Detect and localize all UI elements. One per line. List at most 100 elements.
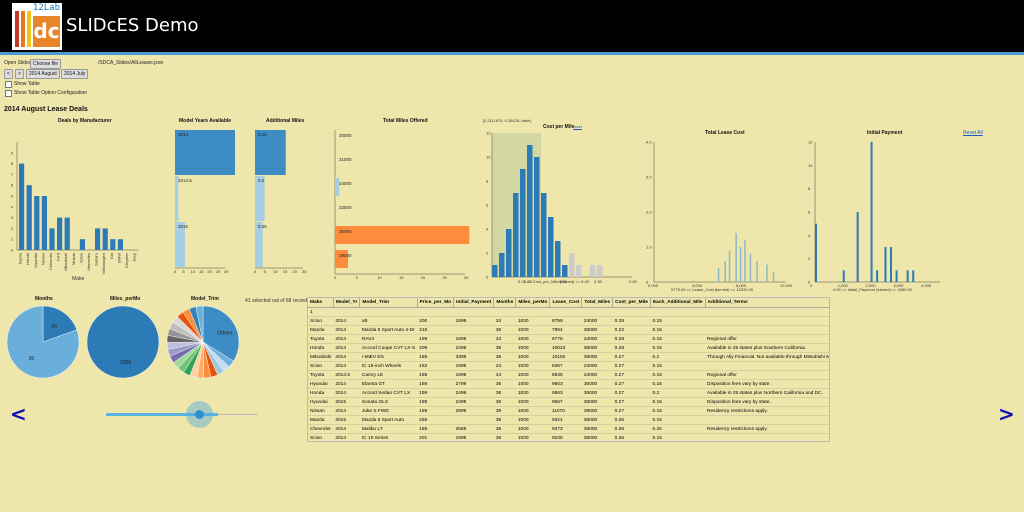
column-header-additional-terms[interactable]: Additional_Terms [705, 298, 829, 308]
x-tick-label: 0.40 [629, 279, 638, 284]
table-row[interactable]: Toyota 2014.5 Camry LE 189 1999 24 1000 6535 240… [308, 370, 829, 380]
column-header-each-additional-mile[interactable]: Each_Additional_Mile [650, 298, 706, 308]
choose-file-button[interactable]: Choose file [30, 59, 62, 69]
prev-slide-button[interactable]: < [4, 69, 13, 79]
table-row[interactable]: Mazda 2015 Mazda 6 Sport Auto 259 36 1000 9324… [308, 415, 829, 425]
table-cell: 36 [493, 379, 516, 389]
table-cell: 2014 [333, 316, 360, 326]
next-arrow-icon[interactable]: > [998, 402, 1015, 426]
model-years-chart[interactable]: 2014 2014.5 2015 0 5 10 15 20 25 30 [174, 130, 235, 274]
app-title: SLIDcES Demo [66, 15, 199, 36]
table-cell: 24 [493, 316, 516, 326]
column-header-price-per-mo[interactable]: Price_per_Mo [417, 298, 455, 308]
x-tick-label: 25 [216, 269, 221, 274]
table-row[interactable]: Nissan 2014 Juke S FWD 189 2999 39 1000 11070 39… [308, 406, 829, 416]
bar-kia [110, 239, 116, 250]
column-header-model-yr[interactable]: Model_Yr [333, 298, 361, 308]
table-row[interactable]: Mazda 2014 Mazda 5 Sport Auto 4-Dr 216 36 100… [308, 325, 829, 335]
y-tick-label: 4.0 [646, 140, 652, 145]
hist-bar [506, 229, 512, 277]
table-cell [612, 307, 651, 317]
slide-slider-handle[interactable] [186, 401, 213, 428]
miles-per-mo-pie[interactable]: 1000 [86, 305, 160, 379]
table-cell: 36000 [581, 325, 613, 335]
cost-per-mile-chart[interactable]: 0.25 0.30 0.35 0.40 0 2 4 6 8 10 12 [486, 131, 638, 285]
hist-bar [756, 261, 758, 282]
tab-2014-july[interactable]: 2014 July [61, 69, 89, 79]
next-slide-button[interactable]: > [15, 69, 24, 79]
column-header-months[interactable]: Months [493, 298, 517, 308]
table-cell: 0.15 [650, 343, 706, 353]
column-header-miles-permo[interactable]: Miles_perMo [515, 298, 551, 308]
column-header-total-miles[interactable]: Total_Miles [581, 298, 614, 308]
x-tick-label: 12,000 [780, 283, 793, 288]
table-row[interactable]: Hyundai 2015 Sonata GLS 189 2499 36 1000 9567 36… [308, 397, 829, 407]
show-table-config-checkbox[interactable] [5, 90, 12, 97]
table-row[interactable]: Scion 2014 tC 18-inch Wheels 182 1999 24 1000 6… [308, 361, 829, 371]
tab-2014-august[interactable]: 2014 August [26, 69, 60, 79]
additional-miles-chart[interactable]: 0.15 0.2 0.25 0 5 10 15 20 25 [254, 130, 307, 274]
table-cell: Toyota [308, 334, 334, 344]
row-label: 21000 [339, 157, 352, 162]
y-tick-label: 1.0 [646, 245, 652, 250]
table-cell: 36000 [581, 424, 613, 434]
hist-bar [534, 157, 540, 277]
table-cell: 1000 [515, 415, 550, 425]
pie-slice [195, 305, 204, 343]
row-label: 2015 [178, 224, 189, 229]
y-tick-label: 4 [486, 227, 489, 232]
row-label: 0.2 [258, 178, 265, 183]
months-pie[interactable]: 24 36 [6, 305, 80, 379]
slide-slider-track[interactable] [106, 413, 218, 416]
hist-bar [884, 247, 887, 282]
table-row[interactable]: 1 [308, 307, 829, 317]
table-cell: 36 [493, 352, 516, 362]
table-row[interactable]: Scion 2014 xB 200 1999 24 1000 6799 24000 0.28 0.1… [308, 316, 829, 326]
x-tick-label: 0 [254, 269, 257, 274]
column-header-cost-per-mile[interactable]: Cost_per_Mile [612, 298, 651, 308]
hist-bar [870, 142, 873, 282]
table-row[interactable]: Honda 2014 Accord Sedan CVT LX 199 2499 36 100… [308, 388, 829, 398]
column-header-model-trim[interactable]: Model_Trim [359, 298, 418, 308]
table-cell: xB [359, 316, 418, 326]
model-trim-pie[interactable]: Others [166, 305, 240, 379]
x-tick-label: 8,000. [736, 283, 747, 288]
table-cell: Mazda 6 Sport Auto [359, 415, 418, 425]
table-cell: 36000 [581, 415, 613, 425]
hist-bar [735, 233, 737, 282]
table-cell: 9235 [549, 433, 582, 441]
chart-title-cost-per-mile: Cost per Mile [543, 124, 575, 130]
table-cell: Nissan [308, 406, 334, 416]
table-cell: 2999 [453, 406, 494, 416]
reset-all-link[interactable]: Reset All [963, 130, 983, 136]
hist-bar [492, 265, 498, 277]
row-2015 [175, 222, 185, 267]
total-miles-chart[interactable]: 20000 21000 24000 32500 36000 39000 0 5 10 15 20 25… [334, 130, 470, 280]
table-cell: 0.15 [650, 397, 706, 407]
table-cell: 2014 [333, 325, 360, 335]
y-tick-label: 6 [11, 183, 14, 188]
table-cell: 36000 [581, 379, 613, 389]
table-cell: Available in 25 states plus Northern Cal… [705, 388, 829, 398]
manufacturer-chart[interactable]: 0 1 2 3 4 5 6 7 8 9 Toyota Honda Hyundai Nissan Chevro… [11, 142, 139, 274]
bar-subaru [95, 228, 101, 250]
table-cell: 9324 [549, 415, 582, 425]
pie-slice [86, 305, 160, 379]
table-row[interactable]: Mitsubishi 2014 i-MiEV ES 189 3388 36 1000 1019… [308, 352, 829, 362]
table-cell: 0.28 [612, 343, 651, 353]
column-header-lease-cost[interactable]: Lease_Cost [549, 298, 583, 308]
column-header-initial-payment[interactable]: Initial_Payment [453, 298, 495, 308]
table-cell: 259 [417, 415, 454, 425]
table-row[interactable]: Chevrolet 2014 Malibu LT 189 2569 36 1000 9373 3… [308, 424, 829, 434]
lease-cost-chart[interactable]: 0 1.0 2.0 3.0 4.0 0.000 4,000. 8,000. 12,000 [646, 140, 793, 289]
table-row[interactable]: Toyota 2014 RAV4 199 1999 24 1000 6775 24000 0.28… [308, 334, 829, 344]
table-row[interactable]: Scion 2014 tC 10 Series 201 1999 36 1000 9235 36… [308, 433, 829, 441]
cost-reset-link[interactable]: reset [573, 124, 582, 129]
prev-arrow-icon[interactable]: < [10, 402, 27, 426]
table-row[interactable]: Honda 2014 Accord Coupe CVT LX-S 209 2499 36 1… [308, 343, 829, 353]
show-table-checkbox[interactable] [5, 81, 12, 88]
table-row[interactable]: Hyundai 2014 Elantra GT 189 2799 36 1000 9603 36… [308, 379, 829, 389]
hist-bar [562, 265, 568, 277]
column-header-make[interactable]: Make [308, 298, 334, 308]
